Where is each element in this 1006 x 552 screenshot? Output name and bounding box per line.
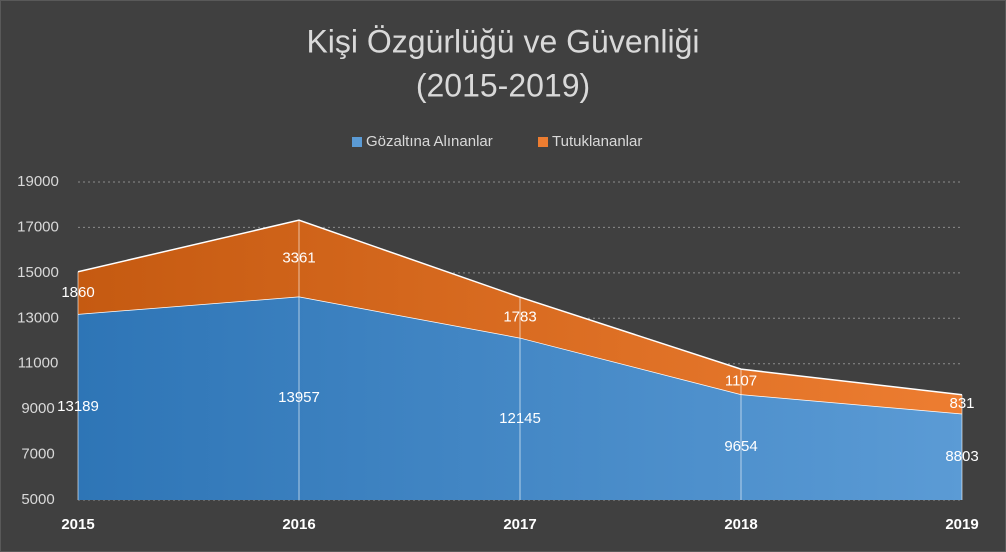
x-tick-label: 2017	[503, 516, 536, 533]
chart-subtitle: (2015-2019)	[416, 67, 590, 103]
y-tick-label: 5000	[21, 491, 54, 508]
y-tick-label: 17000	[17, 218, 59, 235]
x-tick-label: 2015	[61, 516, 94, 533]
y-tick-label: 11000	[18, 355, 59, 372]
x-tick-label: 2019	[945, 516, 978, 533]
y-tick-label: 13000	[17, 309, 59, 326]
x-tick-label: 2016	[282, 516, 315, 533]
chart-title: Kişi Özgürlüğü ve Güvenliği	[306, 23, 699, 59]
y-tick-label: 7000	[21, 446, 54, 463]
y-tick-label: 15000	[17, 264, 59, 281]
legend-label: Tutuklananlar	[552, 133, 642, 150]
y-tick-label: 9000	[21, 400, 54, 417]
legend-label: Gözaltına Alınanlar	[366, 133, 493, 150]
legend-swatch	[352, 137, 362, 147]
x-tick-label: 2018	[724, 516, 757, 533]
legend-swatch	[538, 137, 548, 147]
y-tick-label: 19000	[17, 173, 59, 190]
